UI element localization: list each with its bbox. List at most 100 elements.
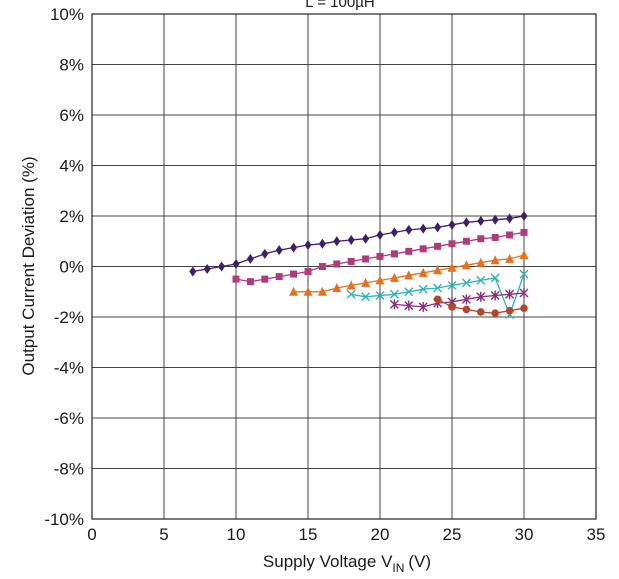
tick-labels: 0 5 10 15 20 25 30 35 10% 8% 6% 4% 2% 0% -2% -4% -6% -8% -… xyxy=(44,5,605,544)
data-point xyxy=(490,273,500,283)
data-point xyxy=(362,233,370,244)
data-point xyxy=(333,236,341,247)
data-point xyxy=(346,280,356,290)
series-line xyxy=(394,292,525,308)
data-point xyxy=(304,240,312,251)
data-point xyxy=(389,272,399,282)
data-point xyxy=(461,278,471,288)
y-tick-label: -2% xyxy=(54,308,84,327)
x-tick-label: 15 xyxy=(299,525,318,544)
data-point xyxy=(476,257,486,267)
data-point xyxy=(462,217,470,228)
data-point xyxy=(246,253,254,264)
series-layer xyxy=(189,211,529,319)
data-point xyxy=(361,277,371,287)
data-point xyxy=(275,245,283,256)
data-point xyxy=(418,301,428,312)
x-tick-label: 5 xyxy=(159,525,168,544)
data-point xyxy=(232,258,240,269)
x-tick-label: 25 xyxy=(443,525,462,544)
data-point xyxy=(434,242,442,250)
x-axis-label-subscript: IN xyxy=(392,561,404,575)
data-point xyxy=(477,216,485,227)
data-point xyxy=(318,263,326,270)
data-point xyxy=(418,284,428,294)
data-point xyxy=(189,266,197,277)
y-axis-label: Output Current Deviation (%) xyxy=(19,156,38,375)
data-point xyxy=(433,283,443,293)
data-point xyxy=(520,228,528,236)
data-point xyxy=(362,255,370,263)
data-point xyxy=(476,291,486,302)
data-point xyxy=(505,289,515,300)
y-tick-label: 8% xyxy=(59,56,84,75)
y-tick-label: 0% xyxy=(59,258,84,277)
data-point xyxy=(490,255,500,265)
data-point xyxy=(390,250,398,258)
data-point xyxy=(491,214,499,225)
data-point xyxy=(433,265,443,275)
data-point xyxy=(347,234,355,245)
data-point xyxy=(304,268,312,276)
data-point xyxy=(448,303,456,311)
data-point xyxy=(404,287,414,297)
data-point xyxy=(232,275,240,283)
data-point xyxy=(477,308,485,316)
data-point xyxy=(491,233,499,241)
data-point xyxy=(506,231,514,239)
data-point xyxy=(519,250,529,260)
y-tick-label: -6% xyxy=(54,409,84,428)
x-tick-label: 10 xyxy=(227,525,246,544)
data-point xyxy=(476,275,486,285)
x-axis-label: Supply Voltage VIN (V) xyxy=(263,552,431,575)
data-point xyxy=(246,278,254,286)
data-point xyxy=(520,211,528,221)
data-point xyxy=(461,260,471,270)
data-point xyxy=(361,292,371,302)
data-point xyxy=(347,257,355,265)
data-point xyxy=(376,229,384,240)
data-point xyxy=(448,240,456,248)
data-point xyxy=(290,270,298,278)
grid xyxy=(91,13,597,520)
y-tick-label: -4% xyxy=(54,359,84,378)
data-point xyxy=(434,222,442,233)
data-point xyxy=(462,237,470,245)
y-tick-label: -10% xyxy=(44,510,84,529)
data-point xyxy=(433,295,442,304)
data-point xyxy=(261,275,269,283)
data-point xyxy=(462,305,471,314)
data-point xyxy=(389,299,399,310)
data-point xyxy=(506,213,514,224)
data-point xyxy=(261,248,269,259)
series-2 xyxy=(232,228,528,286)
data-point xyxy=(519,288,529,299)
data-point xyxy=(447,280,457,290)
y-tick-label: 10% xyxy=(50,5,84,24)
data-point xyxy=(490,290,500,301)
data-point xyxy=(418,267,428,277)
data-point xyxy=(519,269,529,279)
data-point xyxy=(375,275,385,285)
y-tick-label: -8% xyxy=(54,460,84,479)
data-point xyxy=(520,304,528,312)
series-4 xyxy=(346,269,529,319)
data-point xyxy=(218,261,226,272)
data-point xyxy=(375,291,385,301)
x-tick-label: 30 xyxy=(515,525,534,544)
chart-title: L = 100µH xyxy=(305,0,374,11)
data-point xyxy=(318,238,326,249)
data-point xyxy=(505,253,515,263)
data-point xyxy=(419,245,427,253)
y-tick-label: 6% xyxy=(59,106,84,125)
data-point xyxy=(346,289,356,299)
data-point xyxy=(376,252,384,260)
data-point xyxy=(461,294,471,305)
data-point xyxy=(448,219,456,230)
data-point xyxy=(477,235,485,243)
y-tick-label: 2% xyxy=(59,207,84,226)
data-point xyxy=(203,264,211,275)
data-point xyxy=(289,286,299,296)
data-point xyxy=(317,286,327,296)
data-point xyxy=(332,282,342,292)
